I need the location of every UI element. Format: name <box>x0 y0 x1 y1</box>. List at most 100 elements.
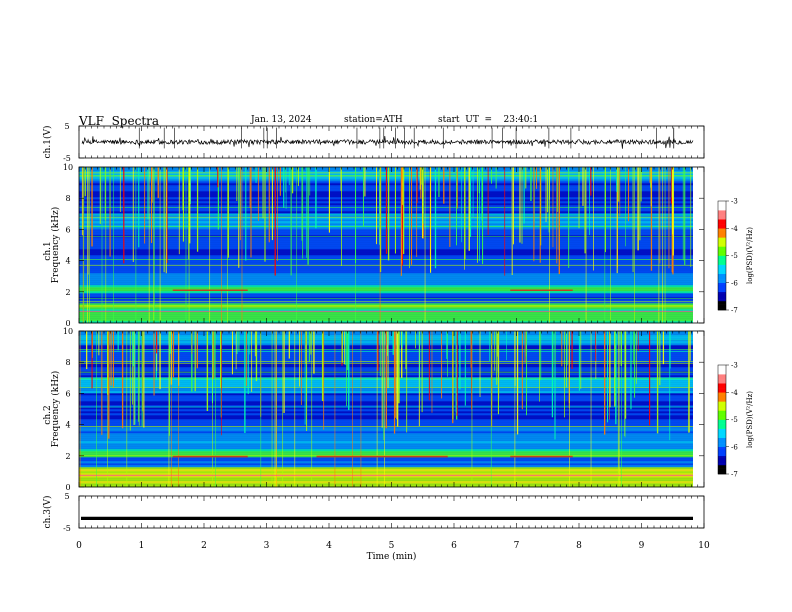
frequency-band <box>79 289 693 292</box>
colorbar-cell <box>718 448 726 451</box>
colorbar-cell <box>718 246 726 249</box>
colorbar-cell <box>718 280 726 284</box>
colorbar-cell <box>718 300 726 304</box>
frequency-band <box>79 317 693 320</box>
colorbar-cell <box>718 421 726 424</box>
colorbar-cell <box>718 239 726 242</box>
colorbar-cell <box>718 457 726 460</box>
frequency-band <box>79 283 693 286</box>
colorbar-cell <box>718 464 726 468</box>
colorbar-cell <box>718 410 726 413</box>
colorbar-cell <box>718 244 726 247</box>
colorbar-cell <box>718 459 726 462</box>
y-tick-label: 8 <box>65 194 70 203</box>
colorbar-cell <box>718 277 726 280</box>
colorbar-cell <box>718 439 726 442</box>
frequency-band <box>79 457 693 460</box>
colorbar-cell <box>718 372 726 375</box>
colorbar-cell <box>718 428 726 431</box>
colorbar-cell <box>718 268 726 271</box>
y-tick-label: 6 <box>65 225 70 234</box>
colorbar-cell <box>718 304 726 307</box>
colorbar-cell <box>718 403 726 406</box>
colorbar-cell <box>718 381 726 384</box>
colorbar-cell <box>718 222 726 225</box>
frequency-band <box>79 279 693 282</box>
panels-layer <box>78 125 729 529</box>
colorbar-cell <box>718 399 726 402</box>
colorbar-cell <box>718 441 726 444</box>
colorbar-cell <box>718 370 726 373</box>
colorbar-cell <box>718 237 726 240</box>
y-tick-label: 5 <box>64 492 69 501</box>
frequency-band <box>79 449 693 452</box>
colorbar-cell <box>718 455 726 458</box>
colorbar-cell <box>718 365 726 368</box>
frequency-band <box>79 467 693 470</box>
colorbar-cell <box>718 213 726 216</box>
colorbar-cell <box>718 468 726 471</box>
waveform-trace <box>81 135 694 149</box>
frequency-band <box>79 291 693 294</box>
colorbar-tick-label: -5 <box>731 252 738 260</box>
colorbar-cell <box>718 384 726 388</box>
colorbar-cell <box>718 472 726 475</box>
colorbar-cell <box>718 228 726 231</box>
frequency-band <box>79 471 693 474</box>
frequency-band <box>79 255 693 258</box>
colorbar-tick-label: -7 <box>731 471 738 479</box>
y-tick-label: 4 <box>65 421 70 430</box>
frequency-band <box>79 265 693 268</box>
colorbar-cell <box>718 388 726 391</box>
figure-title: VLF Spectra <box>79 114 160 128</box>
x-tick-label: 3 <box>264 541 270 551</box>
frequency-band <box>79 461 693 464</box>
frequency-band <box>79 253 693 256</box>
colorbar-cell <box>718 270 726 273</box>
colorbar-cell <box>718 446 726 449</box>
frequency-band <box>79 293 693 296</box>
colorbar-cell <box>718 404 726 408</box>
frequency-band <box>79 309 693 312</box>
frequency-band <box>79 479 693 482</box>
frequency-band <box>79 469 693 472</box>
colorbar-cell <box>718 286 726 289</box>
frequency-band <box>79 297 693 300</box>
colorbar-cell <box>718 397 726 400</box>
colorbar-cell <box>718 374 726 377</box>
frequency-band <box>79 477 693 480</box>
x-tick-label: 8 <box>576 541 582 551</box>
frequency-band <box>79 481 693 484</box>
colorbar-cell <box>718 295 726 298</box>
colorbar-cell <box>718 406 726 409</box>
x-tick-label: 10 <box>698 541 710 551</box>
y-tick-label: -5 <box>63 154 71 163</box>
colorbar-cell <box>718 211 726 215</box>
frequency-band <box>79 263 693 266</box>
colorbar-cell <box>718 302 726 305</box>
colorbar-cell <box>718 415 726 418</box>
colorbar-cell <box>718 435 726 438</box>
colorbar-cell <box>718 452 726 455</box>
frequency-band <box>79 269 693 272</box>
frequency-band <box>79 433 693 436</box>
colorbar-cell <box>718 204 726 207</box>
frequency-band <box>79 287 693 290</box>
colorbar-cell <box>718 392 726 395</box>
y-axis-label: Frequency (kHz) <box>50 371 61 448</box>
colorbar-cell <box>718 470 726 473</box>
colorbar-cell <box>718 233 726 236</box>
y-axis-label: ch.3(V) <box>42 496 53 529</box>
frequency-band <box>79 307 693 310</box>
colorbar-cell <box>718 266 726 269</box>
y-tick-label: 4 <box>65 257 70 266</box>
colorbar-cell <box>718 220 726 224</box>
frequency-band <box>79 275 693 278</box>
frequency-band <box>79 259 693 262</box>
panel-label: ch.2 <box>43 405 53 424</box>
y-tick-label: 2 <box>65 452 70 461</box>
colorbar-cell <box>718 423 726 426</box>
colorbar-cell <box>718 262 726 265</box>
colorbar-cell <box>718 235 726 238</box>
colorbar-cell <box>718 219 726 222</box>
